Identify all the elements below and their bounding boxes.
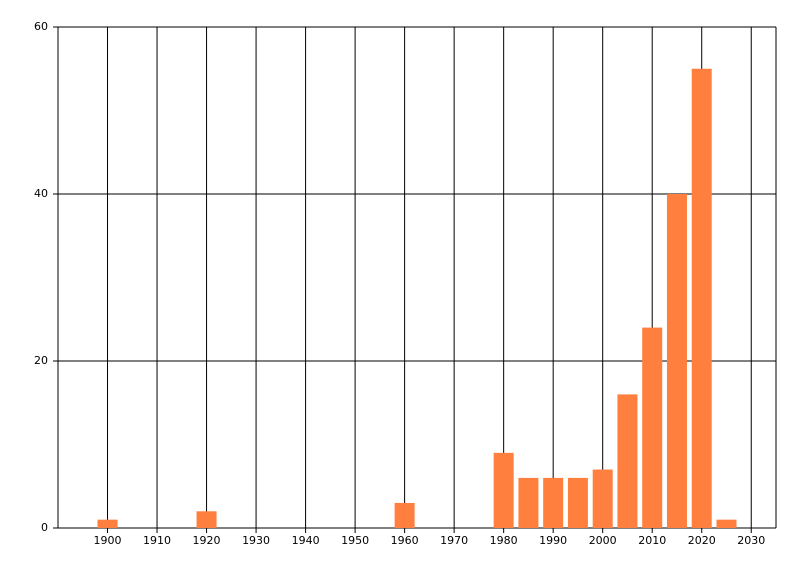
bar	[617, 394, 638, 528]
x-tick-label: 1900	[94, 534, 122, 547]
bar	[493, 452, 514, 528]
bar	[543, 477, 564, 528]
bar	[394, 502, 415, 528]
x-tick-label: 1910	[143, 534, 171, 547]
bar	[196, 511, 217, 528]
y-tick-label: 20	[34, 354, 48, 367]
x-tick-label: 2020	[688, 534, 716, 547]
bar	[518, 477, 539, 528]
x-tick-label: 1990	[539, 534, 567, 547]
x-tick-label: 1980	[490, 534, 518, 547]
x-tick-label: 2000	[589, 534, 617, 547]
bar	[642, 327, 663, 528]
y-tick-label: 0	[41, 521, 48, 534]
x-tick-label: 1950	[341, 534, 369, 547]
x-tick-label: 1920	[193, 534, 221, 547]
x-tick-label: 1970	[440, 534, 468, 547]
x-tick-label: 2010	[638, 534, 666, 547]
bar	[666, 194, 687, 528]
bar	[691, 68, 712, 528]
y-tick-label: 40	[34, 187, 48, 200]
x-tick-label: 1940	[292, 534, 320, 547]
x-tick-label: 2030	[737, 534, 765, 547]
bar	[716, 519, 737, 528]
bar	[567, 477, 588, 528]
bar	[592, 469, 613, 528]
bar	[97, 519, 118, 528]
y-tick-label: 60	[34, 20, 48, 33]
x-tick-label: 1930	[242, 534, 270, 547]
x-tick-label: 1960	[391, 534, 419, 547]
